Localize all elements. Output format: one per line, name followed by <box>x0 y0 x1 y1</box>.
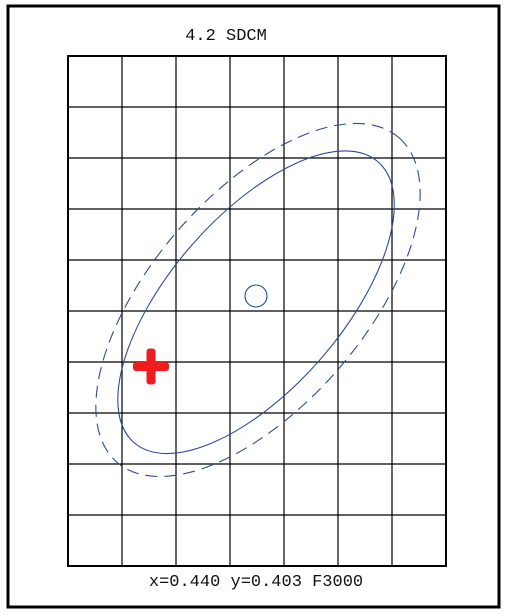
diagram-footer: x=0.440 y=0.403 F3000 <box>149 573 363 592</box>
diagram-title: 4.2 SDCM <box>185 27 267 46</box>
ellipses <box>95 122 421 478</box>
measured-point <box>133 348 169 385</box>
target-circle <box>244 284 268 308</box>
cross-vertical <box>146 348 156 385</box>
solid-ellipse <box>117 150 395 455</box>
grid-border <box>67 55 447 567</box>
dashed-ellipse <box>95 122 421 478</box>
grid <box>67 55 447 567</box>
